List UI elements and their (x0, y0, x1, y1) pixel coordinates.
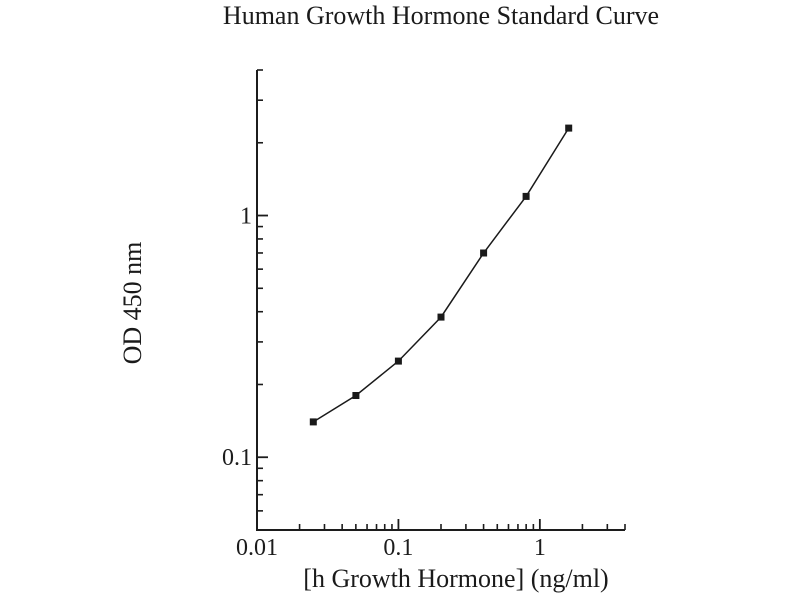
y-tick-label: 1 (240, 204, 252, 230)
x-tick-label: 1 (534, 535, 546, 561)
standard-curve-line (312, 127, 570, 423)
x-tick-label: 0.1 (383, 535, 413, 561)
data-point-marker (522, 192, 530, 200)
chart-title: Human Growth Hormone Standard Curve (222, 1, 660, 30)
data-point-marker (437, 313, 445, 321)
data-point-marker (352, 392, 360, 399)
data-point-marker (480, 249, 488, 257)
data-point-marker (394, 357, 402, 365)
x-axis-label: [h Growth Hormone] (ng/ml) (303, 564, 609, 593)
data-point-marker (309, 418, 317, 426)
x-tick-label: 0.01 (236, 535, 278, 561)
y-tick-label: 0.1 (222, 445, 252, 471)
data-point-marker (565, 124, 573, 132)
axes (256, 70, 625, 531)
